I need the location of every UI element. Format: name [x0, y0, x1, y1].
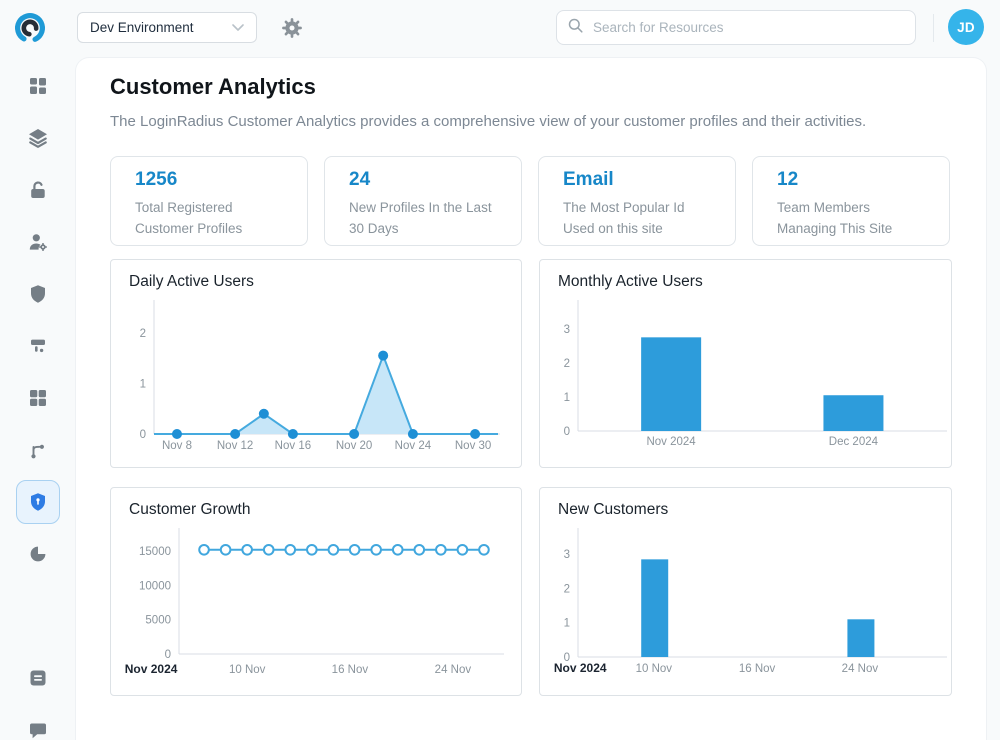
- chart-card-new-customers: New Customers 0 1 2 3 Nov 2024 10 Nov 16 Nov 24…: [539, 487, 952, 696]
- svg-text:Dec 2024: Dec 2024: [829, 436, 879, 448]
- svg-text:1: 1: [564, 618, 570, 630]
- search-icon: [567, 17, 584, 39]
- svg-text:24 Nov: 24 Nov: [435, 664, 472, 676]
- shield-key-icon: [30, 493, 45, 511]
- svg-text:0: 0: [564, 426, 570, 438]
- stat-value: 24: [349, 169, 371, 190]
- paint-roller-icon: [30, 339, 45, 353]
- stat-label: Total Registered Customer Profiles: [135, 200, 243, 236]
- search-input[interactable]: [591, 19, 905, 36]
- layers-icon: [28, 129, 47, 148]
- sidebar-item-reports[interactable]: [16, 532, 60, 576]
- stat-card-team-members: 12 Team Members Managing This Site: [752, 156, 950, 246]
- svg-text:Nov 2024: Nov 2024: [554, 661, 607, 675]
- monthly-active-users-chart: 0 1 2 3 Nov 2024 Dec 2024: [564, 300, 947, 448]
- loginradius-logo-icon[interactable]: [13, 11, 47, 45]
- svg-text:3: 3: [564, 549, 570, 561]
- chart-card-daily-active-users: Daily Active Users 0 1 2 Nov 8 Nov 12 Nov 16 N…: [110, 259, 522, 468]
- sidebar-item-security[interactable]: [16, 272, 60, 316]
- stat-card-total-registered: 1256 Total Registered Customer Profiles: [110, 156, 308, 246]
- settings-gear-icon[interactable]: [281, 17, 303, 39]
- chart-card-customer-growth: Customer Growth 0 5000 10000 15000 Nov 2024 1…: [110, 487, 522, 696]
- svg-text:Nov 16: Nov 16: [275, 440, 311, 452]
- sidebar-item-customer-analytics[interactable]: [15, 480, 60, 524]
- sidebar-nav: [0, 57, 75, 740]
- notes-icon: [30, 670, 45, 686]
- sidebar-item-support-chat[interactable]: [16, 708, 60, 740]
- chart-title: Daily Active Users: [129, 273, 254, 290]
- svg-text:2: 2: [140, 328, 146, 340]
- top-bar: Dev Environment: [0, 0, 1000, 57]
- svg-text:2: 2: [564, 583, 570, 595]
- stat-card-popular-id: Email The Most Popular Id Used on this s…: [538, 156, 736, 246]
- stat-value: 1256: [135, 169, 178, 190]
- svg-text:0: 0: [564, 652, 570, 664]
- stat-card-new-profiles: 24 New Profiles In the Last 30 Days: [324, 156, 522, 246]
- pie-chart-icon: [30, 546, 45, 562]
- svg-text:1: 1: [140, 378, 146, 390]
- page-subtitle: The LoginRadius Customer Analytics provi…: [110, 113, 867, 130]
- main-content-card: Customer Analytics The LoginRadius Custo…: [75, 57, 987, 740]
- chevron-down-icon: [232, 19, 244, 37]
- stat-label: The Most Popular Id Used on this site: [563, 200, 685, 236]
- stat-value: Email: [563, 169, 614, 190]
- chart-title: Monthly Active Users: [558, 273, 703, 290]
- unlock-icon: [30, 181, 45, 198]
- sidebar-item-user-management[interactable]: [16, 220, 60, 264]
- svg-text:10 Nov: 10 Nov: [636, 663, 673, 675]
- stat-label: Team Members Managing This Site: [777, 200, 893, 236]
- svg-text:Nov 20: Nov 20: [336, 440, 372, 452]
- workflow-icon: [30, 444, 44, 459]
- stats-row: 1256 Total Registered Customer Profiles …: [110, 156, 950, 246]
- svg-text:Nov 24: Nov 24: [395, 440, 432, 452]
- svg-text:1: 1: [564, 392, 570, 404]
- svg-text:5000: 5000: [145, 615, 171, 627]
- stat-label: New Profiles In the Last 30 Days: [349, 200, 492, 236]
- customer-growth-chart: 0 5000 10000 15000 Nov 2024 10 Nov 16 Nov 24 No…: [125, 528, 504, 676]
- sidebar-item-data-layers[interactable]: [16, 116, 60, 160]
- environment-selector-label: Dev Environment: [90, 20, 194, 35]
- svg-text:Nov 2024: Nov 2024: [125, 662, 178, 676]
- svg-text:16 Nov: 16 Nov: [332, 664, 369, 676]
- svg-text:0: 0: [140, 429, 146, 441]
- sidebar-item-customization[interactable]: [16, 324, 60, 368]
- svg-text:Nov 12: Nov 12: [217, 440, 253, 452]
- svg-text:10 Nov: 10 Nov: [229, 664, 266, 676]
- topbar-divider: [933, 14, 934, 42]
- svg-text:16 Nov: 16 Nov: [739, 663, 776, 675]
- sidebar-item-documentation[interactable]: [16, 656, 60, 700]
- sidebar-item-dashboard[interactable]: [16, 64, 60, 108]
- svg-text:2: 2: [564, 358, 570, 370]
- stat-value: 12: [777, 169, 799, 190]
- svg-text:Nov 2024: Nov 2024: [646, 436, 696, 448]
- new-customers-chart: 0 1 2 3 Nov 2024 10 Nov 16 Nov 24 Nov: [554, 528, 947, 675]
- sidebar-item-integrations[interactable]: [16, 376, 60, 420]
- search-box: [556, 10, 916, 45]
- sidebar-item-workflows[interactable]: [16, 428, 60, 472]
- environment-selector[interactable]: Dev Environment: [77, 12, 257, 43]
- svg-text:24 Nov: 24 Nov: [842, 663, 879, 675]
- svg-text:10000: 10000: [139, 580, 171, 592]
- chat-icon: [29, 723, 46, 739]
- chart-title: New Customers: [558, 501, 669, 518]
- dashboard-icon: [29, 78, 46, 94]
- svg-text:0: 0: [165, 649, 171, 661]
- user-avatar[interactable]: JD: [948, 9, 984, 45]
- svg-text:15000: 15000: [139, 546, 171, 558]
- svg-text:Nov 30: Nov 30: [455, 440, 491, 452]
- chart-title: Customer Growth: [129, 501, 251, 518]
- apps-grid-icon: [29, 390, 46, 406]
- shield-icon: [30, 285, 45, 303]
- sidebar-item-authentication[interactable]: [16, 168, 60, 212]
- svg-text:Nov 8: Nov 8: [162, 440, 192, 452]
- user-gear-icon: [29, 234, 47, 251]
- svg-text:3: 3: [564, 324, 570, 336]
- page-title: Customer Analytics: [110, 74, 316, 99]
- chart-card-monthly-active-users: Monthly Active Users 0 1 2 3 Nov 2024 Dec 202…: [539, 259, 952, 468]
- charts-grid: Daily Active Users 0 1 2 Nov 8 Nov 12 Nov 16 N…: [110, 259, 952, 696]
- daily-active-users-chart: 0 1 2 Nov 8 Nov 12 Nov 16 Nov 20 Nov 24 Nov 30: [140, 300, 500, 452]
